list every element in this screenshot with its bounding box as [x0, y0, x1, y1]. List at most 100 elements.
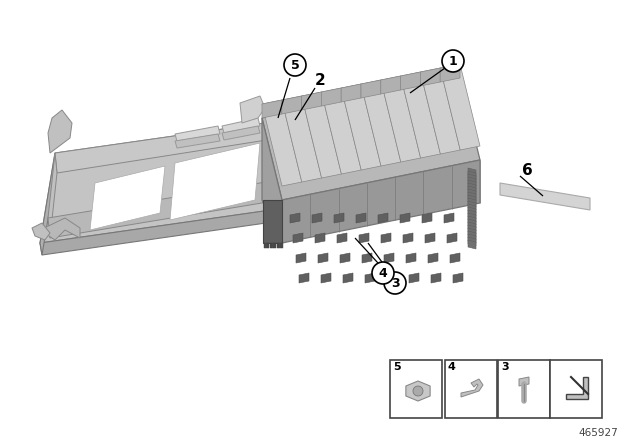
Polygon shape [90, 166, 165, 230]
Polygon shape [387, 273, 397, 283]
Circle shape [413, 386, 423, 396]
Polygon shape [422, 213, 432, 223]
Polygon shape [262, 116, 270, 143]
Polygon shape [321, 273, 331, 283]
FancyBboxPatch shape [498, 360, 550, 418]
Polygon shape [48, 153, 57, 238]
Polygon shape [381, 233, 391, 243]
Polygon shape [468, 183, 476, 192]
Polygon shape [500, 183, 590, 210]
Polygon shape [40, 218, 80, 240]
Polygon shape [400, 213, 410, 223]
Polygon shape [468, 216, 476, 225]
Polygon shape [296, 253, 306, 263]
Polygon shape [444, 213, 454, 223]
Polygon shape [468, 204, 476, 213]
Polygon shape [401, 72, 420, 90]
Polygon shape [468, 189, 476, 198]
Polygon shape [519, 377, 529, 386]
Polygon shape [268, 243, 269, 248]
FancyBboxPatch shape [445, 360, 497, 418]
Polygon shape [468, 225, 476, 234]
Polygon shape [262, 118, 282, 243]
Polygon shape [468, 228, 476, 237]
Polygon shape [262, 100, 302, 186]
Polygon shape [406, 381, 430, 401]
Text: 5: 5 [291, 59, 300, 72]
Text: 1: 1 [449, 55, 458, 68]
Polygon shape [32, 223, 50, 240]
Polygon shape [275, 243, 276, 248]
Polygon shape [271, 243, 272, 248]
Polygon shape [468, 237, 476, 246]
Polygon shape [356, 213, 366, 223]
Polygon shape [282, 96, 301, 114]
Polygon shape [384, 253, 394, 263]
Polygon shape [461, 379, 483, 397]
Polygon shape [315, 233, 325, 243]
Polygon shape [468, 240, 476, 249]
Polygon shape [276, 243, 278, 248]
Polygon shape [263, 200, 282, 243]
Polygon shape [468, 180, 476, 189]
Polygon shape [321, 88, 361, 174]
Polygon shape [468, 219, 476, 228]
Polygon shape [468, 192, 476, 201]
Polygon shape [359, 233, 369, 243]
Polygon shape [282, 160, 480, 243]
Polygon shape [468, 222, 476, 231]
Polygon shape [282, 243, 284, 248]
Circle shape [384, 272, 406, 294]
Polygon shape [381, 76, 420, 162]
Polygon shape [301, 92, 321, 110]
Polygon shape [428, 253, 438, 263]
Polygon shape [175, 134, 220, 148]
Polygon shape [40, 153, 57, 255]
Polygon shape [222, 126, 260, 140]
Polygon shape [420, 68, 460, 154]
Polygon shape [280, 118, 300, 208]
Polygon shape [222, 118, 260, 133]
Polygon shape [48, 180, 280, 238]
Text: 6: 6 [522, 163, 532, 177]
Polygon shape [301, 92, 341, 178]
Polygon shape [468, 168, 476, 177]
Polygon shape [340, 253, 350, 263]
Polygon shape [278, 243, 279, 248]
Polygon shape [341, 84, 381, 170]
Polygon shape [293, 233, 303, 243]
Polygon shape [269, 243, 271, 248]
Polygon shape [378, 213, 388, 223]
Text: 3: 3 [501, 362, 509, 372]
Polygon shape [55, 118, 300, 173]
Text: 4: 4 [448, 362, 456, 372]
Polygon shape [264, 243, 265, 248]
Polygon shape [468, 177, 476, 186]
Polygon shape [321, 88, 341, 106]
Polygon shape [290, 213, 300, 223]
Polygon shape [425, 233, 435, 243]
Circle shape [372, 262, 394, 284]
Polygon shape [262, 78, 480, 200]
Polygon shape [468, 195, 476, 204]
Polygon shape [274, 243, 275, 248]
Polygon shape [468, 207, 476, 216]
Text: 3: 3 [390, 276, 399, 289]
Polygon shape [468, 174, 476, 183]
Polygon shape [337, 233, 347, 243]
Polygon shape [468, 213, 476, 222]
Polygon shape [440, 64, 460, 82]
Polygon shape [468, 186, 476, 195]
Polygon shape [48, 110, 72, 153]
Polygon shape [281, 243, 282, 248]
Polygon shape [341, 84, 361, 102]
Text: 5: 5 [393, 362, 401, 372]
Polygon shape [312, 213, 322, 223]
Polygon shape [566, 377, 588, 399]
Polygon shape [431, 273, 441, 283]
Polygon shape [409, 273, 419, 283]
Text: 4: 4 [379, 267, 387, 280]
Polygon shape [361, 80, 401, 166]
Polygon shape [175, 126, 220, 141]
Polygon shape [403, 233, 413, 243]
